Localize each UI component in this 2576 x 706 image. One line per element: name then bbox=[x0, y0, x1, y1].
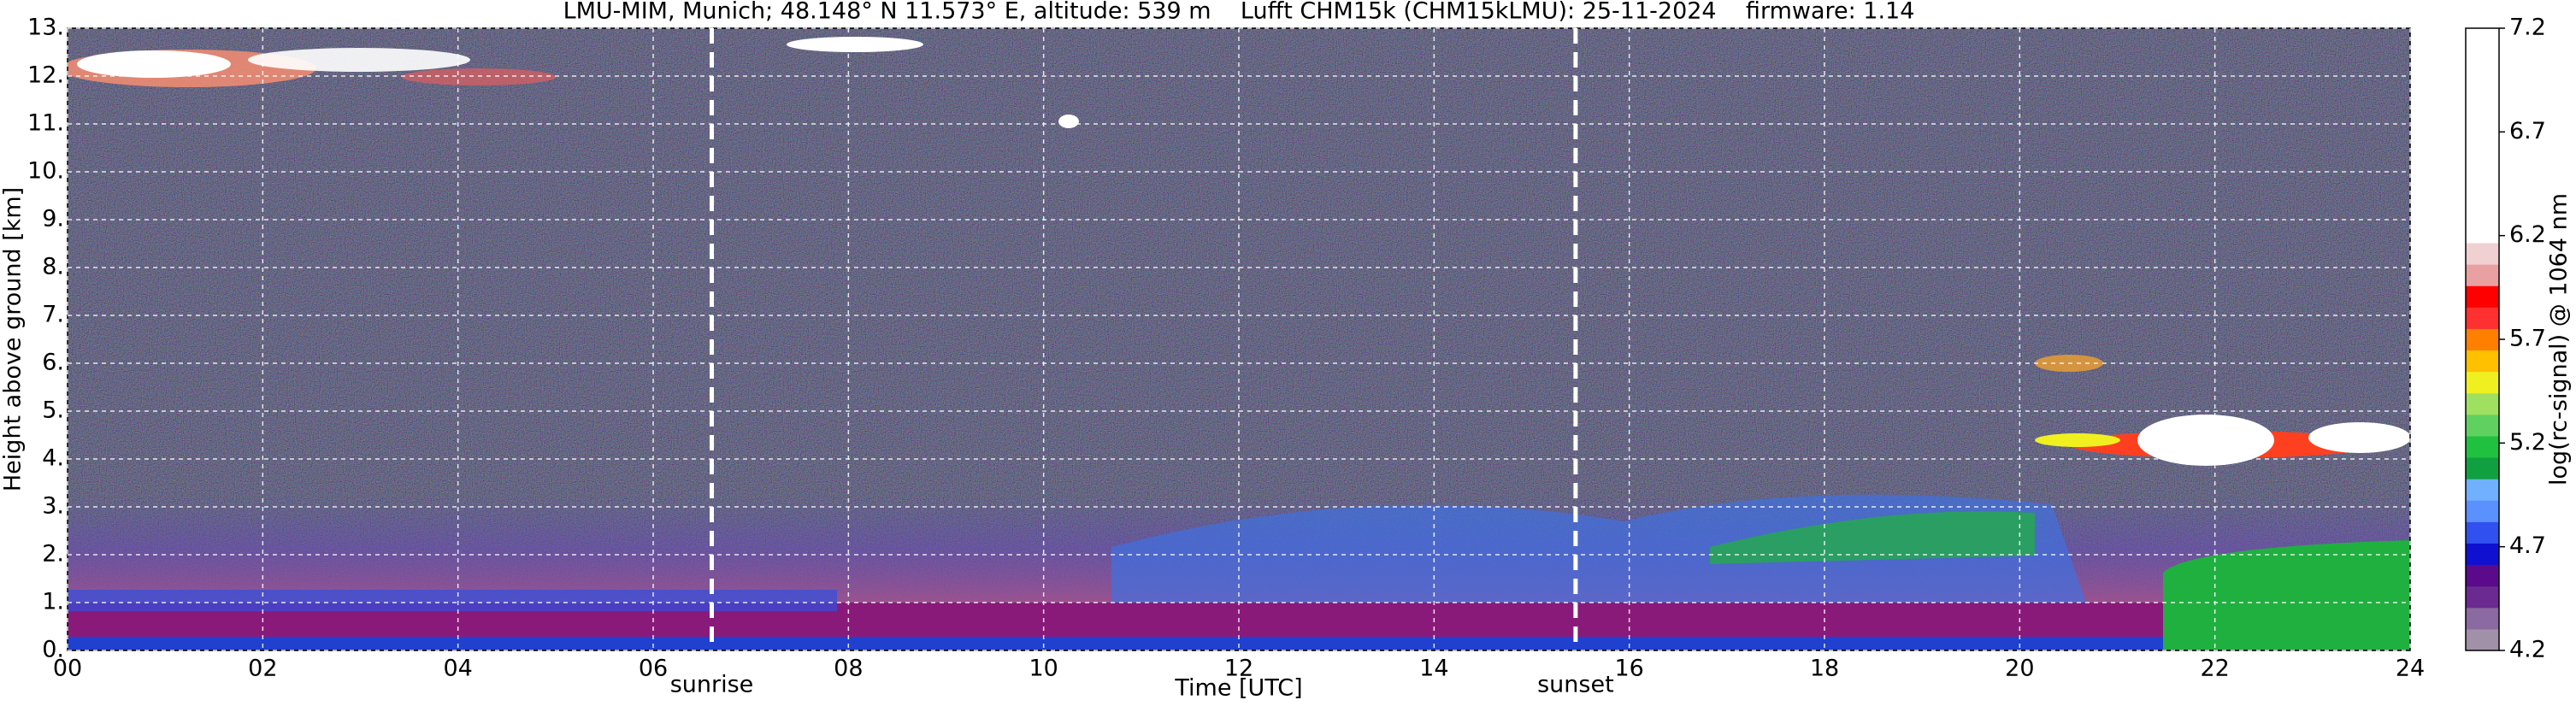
colorbar-swatch bbox=[2466, 199, 2499, 222]
colorbar-swatch bbox=[2466, 71, 2499, 93]
y-tick-label: 2. bbox=[42, 541, 64, 568]
colorbar-swatch bbox=[2466, 479, 2499, 501]
cirrus bbox=[402, 68, 556, 85]
x-tick-label: 20 bbox=[2005, 656, 2034, 682]
colorbar-swatch bbox=[2466, 328, 2499, 351]
x-tick-label: 22 bbox=[2200, 656, 2229, 682]
cloud bbox=[2308, 422, 2410, 453]
residual-layer bbox=[68, 590, 837, 611]
cloud bbox=[2137, 415, 2274, 466]
backscatter-image bbox=[68, 28, 2410, 650]
colorbar-swatch bbox=[2466, 50, 2499, 72]
y-tick-label: 1. bbox=[42, 589, 64, 615]
y-tick-label: 9. bbox=[42, 206, 64, 232]
colorbar-swatch bbox=[2466, 350, 2499, 373]
colorbar-swatch bbox=[2466, 521, 2499, 544]
x-tick-label: 06 bbox=[639, 656, 668, 682]
y-tick-label: 11. bbox=[27, 110, 64, 137]
cirrus bbox=[248, 48, 470, 72]
colorbar-swatch bbox=[2466, 135, 2499, 158]
y-tick-label: 6. bbox=[42, 350, 64, 376]
y-tick-label: 5. bbox=[42, 397, 64, 424]
colorbar-swatch bbox=[2466, 114, 2499, 137]
colorbar-swatch bbox=[2466, 585, 2499, 609]
x-tick-label: 18 bbox=[1810, 656, 1839, 682]
y-tick-label: 7. bbox=[42, 302, 64, 328]
colorbar-swatch bbox=[2466, 543, 2499, 566]
y-tick-label: 8. bbox=[42, 254, 64, 280]
green-layer bbox=[2163, 540, 2410, 650]
y-tick-label: 0. bbox=[42, 637, 64, 663]
x-tick-label: 16 bbox=[1614, 656, 1643, 682]
cirrus bbox=[77, 50, 231, 78]
x-axis-label: Time [UTC] bbox=[1174, 675, 1302, 702]
colorbar-tick-label: 6.7 bbox=[2509, 118, 2546, 144]
y-tick-label: 13. bbox=[27, 15, 64, 41]
colorbar-swatch bbox=[2466, 457, 2499, 479]
colorbar-swatch bbox=[2466, 243, 2499, 265]
colorbar-swatch bbox=[2466, 307, 2499, 329]
aerosol-green bbox=[1710, 511, 2035, 564]
cloud bbox=[2035, 433, 2120, 447]
x-tick-label: 24 bbox=[2396, 656, 2425, 682]
y-axis-label: Height above ground [km] bbox=[0, 187, 27, 491]
event-label: sunset bbox=[1537, 672, 1614, 698]
cirrus bbox=[787, 37, 923, 52]
colorbar-tick-label: 7.2 bbox=[2509, 15, 2546, 41]
colorbar-swatch bbox=[2466, 264, 2499, 286]
colorbar-swatch bbox=[2466, 285, 2499, 308]
y-tick-label: 3. bbox=[42, 493, 64, 520]
y-tick-label: 10. bbox=[27, 158, 64, 185]
colorbar-swatch bbox=[2466, 156, 2499, 179]
colorbar-swatch bbox=[2466, 564, 2499, 587]
cirrus bbox=[1058, 115, 1079, 128]
x-tick-label: 04 bbox=[443, 656, 472, 682]
colorbar-swatch bbox=[2466, 371, 2499, 394]
colorbar-tick-label: 5.7 bbox=[2509, 326, 2546, 352]
colorbar-tick-label: 6.2 bbox=[2509, 221, 2546, 248]
x-tick-label: 14 bbox=[1419, 656, 1448, 682]
colorbar-swatch bbox=[2466, 221, 2499, 244]
colorbar-tick-label: 4.7 bbox=[2509, 532, 2546, 559]
colorbar-swatch bbox=[2466, 178, 2499, 201]
colorbar-swatch bbox=[2466, 628, 2499, 651]
x-tick-label: 00 bbox=[53, 656, 82, 682]
colorbar-swatch bbox=[2466, 92, 2499, 115]
x-tick-label: 10 bbox=[1029, 656, 1058, 682]
colorbar-swatch bbox=[2466, 392, 2499, 415]
y-tick-label: 4. bbox=[42, 445, 64, 472]
colorbar-swatch bbox=[2466, 500, 2499, 522]
colorbar-tick-label: 5.2 bbox=[2509, 429, 2546, 456]
colorbar-swatch bbox=[2466, 28, 2499, 50]
colorbar-label: log(rc-signal) @ 1064 nm bbox=[2546, 193, 2573, 485]
chart-title: LMU-MIM, Munich; 48.148° N 11.573° E, al… bbox=[563, 0, 1915, 25]
colorbar-swatch bbox=[2466, 607, 2499, 630]
event-label: sunrise bbox=[670, 672, 754, 698]
x-tick-label: 08 bbox=[834, 656, 863, 682]
colorbar-tick-label: 4.2 bbox=[2509, 637, 2546, 663]
x-tick-label: 02 bbox=[248, 656, 277, 682]
colorbar-swatch bbox=[2466, 435, 2499, 458]
colorbar-swatch bbox=[2466, 414, 2499, 437]
x-tick-label: 12 bbox=[1224, 656, 1253, 682]
y-tick-label: 12. bbox=[27, 62, 64, 89]
